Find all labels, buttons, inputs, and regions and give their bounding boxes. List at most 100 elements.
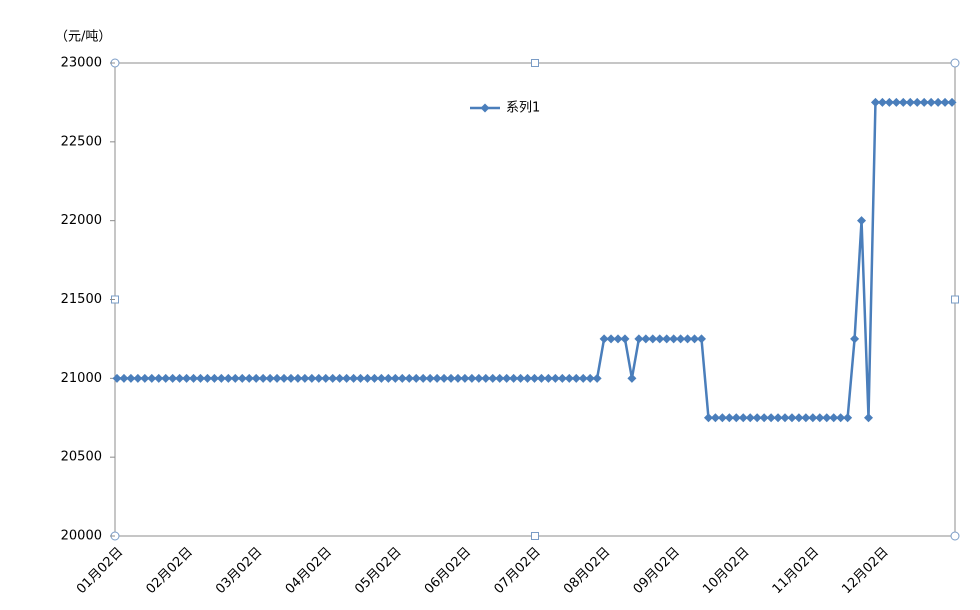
x-tick-label: 04月02日	[283, 545, 335, 597]
point-marker	[363, 373, 372, 383]
point-marker	[683, 334, 693, 344]
point-marker	[418, 373, 428, 383]
point-marker	[690, 334, 700, 344]
selection-handles	[110, 58, 960, 541]
point-marker	[237, 373, 247, 383]
point-marker	[307, 373, 317, 383]
point-marker	[356, 373, 366, 383]
y-tick-label: 21500	[61, 292, 102, 307]
point-marker	[662, 334, 672, 344]
point-marker	[710, 413, 720, 423]
point-marker	[154, 373, 164, 383]
point-marker	[481, 373, 491, 383]
point-marker	[530, 373, 539, 383]
y-tick-label: 22000	[61, 213, 102, 228]
point-marker	[655, 334, 665, 344]
point-marker	[898, 97, 908, 107]
point-marker	[940, 97, 950, 107]
x-tick-label: 06月02日	[422, 545, 474, 597]
point-marker	[293, 373, 303, 383]
x-tick-label: 03月02日	[213, 545, 265, 597]
x-tick-label: 09月02日	[631, 545, 683, 597]
point-marker	[369, 373, 379, 383]
point-marker	[286, 373, 296, 383]
point-marker	[766, 413, 776, 423]
point-marker	[578, 373, 588, 383]
point-marker	[453, 373, 463, 383]
point-marker	[592, 373, 602, 383]
point-marker	[648, 334, 658, 344]
point-marker	[794, 413, 804, 423]
point-marker	[877, 97, 887, 107]
point-marker	[641, 334, 651, 344]
point-marker	[780, 413, 790, 423]
y-tick-label: 20500	[61, 450, 102, 465]
x-tick-label: 12月02日	[839, 545, 891, 597]
point-marker	[829, 413, 839, 423]
point-marker	[202, 373, 212, 383]
y-tick-label: 23000	[61, 56, 102, 71]
point-marker	[669, 334, 679, 344]
point-marker	[272, 373, 282, 383]
point-marker	[223, 373, 233, 383]
point-marker	[836, 413, 846, 423]
point-marker	[884, 97, 894, 107]
point-marker	[738, 413, 748, 423]
point-marker	[550, 373, 560, 383]
point-marker	[557, 373, 567, 383]
point-marker	[822, 413, 832, 423]
point-marker	[175, 373, 185, 383]
y-tick-label: 22500	[61, 134, 102, 149]
point-marker	[376, 373, 386, 383]
point-marker	[383, 373, 393, 383]
point-marker	[947, 97, 957, 107]
series-line	[117, 101, 952, 419]
point-marker	[731, 413, 741, 423]
point-marker	[543, 373, 553, 383]
point-marker	[801, 413, 811, 423]
x-tick-label: 10月02日	[700, 545, 752, 597]
point-marker	[189, 373, 199, 383]
point-marker	[404, 373, 414, 383]
point-marker	[216, 373, 226, 383]
point-marker	[926, 97, 936, 107]
point-marker	[133, 373, 143, 383]
point-marker	[488, 373, 498, 383]
point-marker	[182, 373, 192, 383]
point-marker	[314, 373, 324, 383]
point-marker	[196, 373, 205, 383]
y-unit: （元/吨）	[55, 30, 111, 45]
point-marker	[536, 373, 546, 383]
point-marker	[474, 373, 484, 383]
point-marker	[870, 97, 880, 107]
point-marker	[613, 334, 623, 344]
y-tick-label: 20000	[61, 529, 102, 544]
point-marker	[300, 373, 310, 383]
point-marker	[564, 373, 574, 383]
point-marker	[857, 216, 867, 226]
point-marker	[425, 373, 435, 383]
point-marker	[676, 334, 686, 344]
x-tick-label: 07月02日	[491, 545, 543, 597]
point-marker	[599, 334, 609, 344]
point-marker	[502, 373, 512, 383]
point-marker	[571, 373, 581, 383]
point-marker	[912, 97, 922, 107]
x-tick-label: 11月02日	[770, 545, 822, 597]
point-marker	[634, 334, 644, 344]
point-marker	[919, 97, 929, 107]
point-marker	[147, 373, 157, 383]
point-marker	[773, 413, 783, 423]
point-marker	[843, 413, 853, 423]
point-marker	[585, 373, 595, 383]
x-tick-label: 01月02日	[74, 545, 126, 597]
point-marker	[933, 97, 943, 107]
y-tick-label: 21000	[61, 371, 102, 386]
plot-border	[114, 62, 956, 537]
point-marker	[397, 373, 407, 383]
point-marker	[627, 373, 637, 383]
point-marker	[905, 97, 915, 107]
point-marker	[620, 334, 630, 344]
point-marker	[251, 373, 261, 383]
